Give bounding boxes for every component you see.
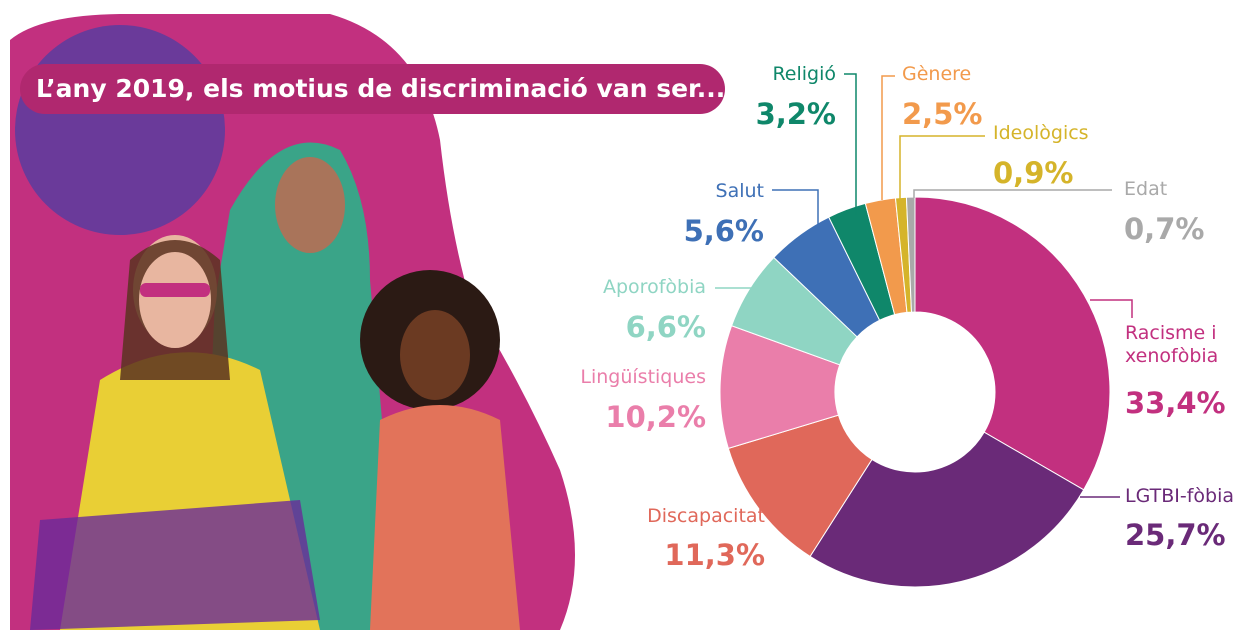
category-label: Religió bbox=[772, 63, 836, 86]
leader-line bbox=[1090, 300, 1132, 318]
category-label: Gènere bbox=[902, 63, 971, 86]
category-label: LGTBI-fòbia bbox=[1125, 485, 1234, 508]
value-label: 10,2% bbox=[605, 400, 706, 435]
value-label: 33,4% bbox=[1125, 386, 1226, 421]
infographic: L’any 2019, els motius de discriminació … bbox=[0, 0, 1255, 630]
leader-line bbox=[844, 74, 856, 215]
leader-line bbox=[914, 190, 1112, 198]
category-label: Aporofòbia bbox=[603, 276, 706, 299]
category-label: Ideològics bbox=[993, 122, 1089, 145]
value-label: 0,9% bbox=[993, 156, 1073, 191]
category-label: Salut bbox=[716, 180, 764, 203]
category-label: Racisme i xenofòbia bbox=[1125, 322, 1245, 368]
value-label: 0,7% bbox=[1124, 212, 1204, 247]
value-label: 6,6% bbox=[626, 310, 706, 345]
value-label: 11,3% bbox=[664, 538, 765, 573]
value-label: 2,5% bbox=[902, 97, 982, 132]
chart-title: L’any 2019, els motius de discriminació … bbox=[36, 74, 725, 103]
value-label: 3,2% bbox=[756, 97, 836, 132]
category-label: Lingüístiques bbox=[580, 366, 706, 389]
category-label: Edat bbox=[1124, 178, 1167, 201]
donut-segment bbox=[915, 197, 1110, 490]
value-label: 5,6% bbox=[684, 214, 764, 249]
illustration bbox=[10, 14, 725, 630]
leader-line bbox=[882, 76, 895, 200]
value-label: 25,7% bbox=[1125, 518, 1226, 553]
category-label: Discapacitat bbox=[647, 505, 765, 528]
